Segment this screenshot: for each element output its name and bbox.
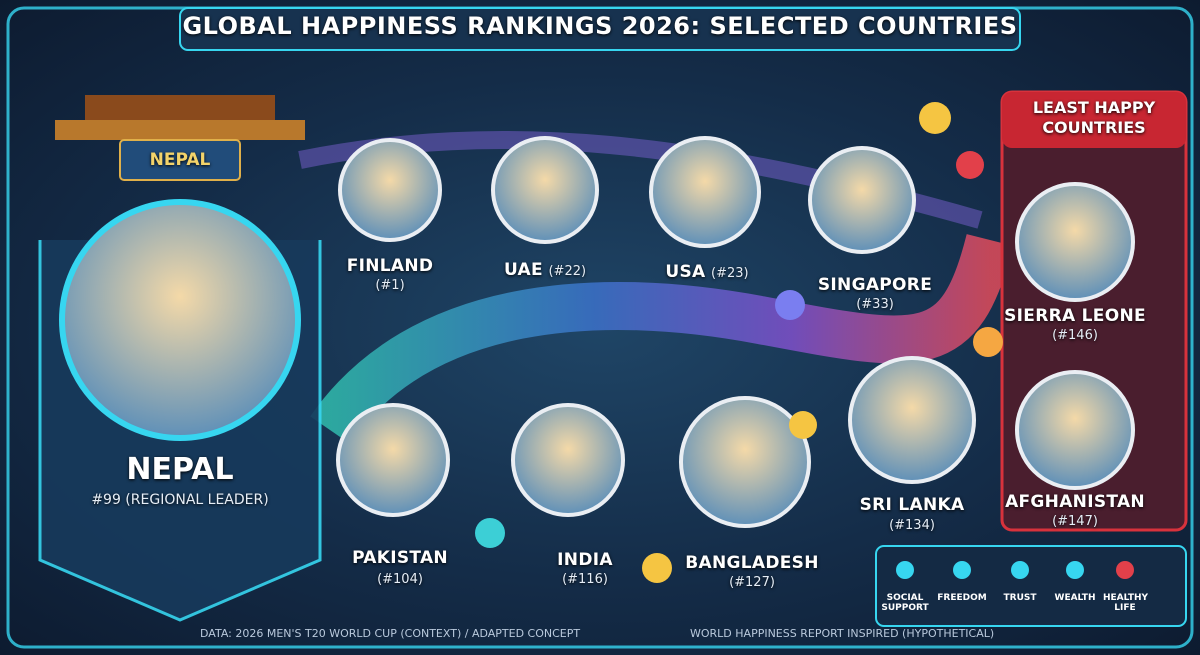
country-rank: (#23): [711, 266, 749, 281]
footer-left: DATA: 2026 MEN'S T20 WORLD CUP (CONTEXT)…: [200, 627, 581, 640]
featured-rank: #99 (REGIONAL LEADER): [91, 492, 269, 508]
country-rank: (#104): [377, 572, 423, 587]
country-name: INDIA: [557, 550, 613, 570]
featured-name: NEPAL: [126, 452, 234, 487]
country-rank: (#116): [562, 572, 608, 587]
country-rank: (#147): [1052, 514, 1098, 529]
country-name: SIERRA LEONE: [1004, 306, 1146, 326]
country-rank: (#33): [856, 297, 894, 312]
country-rank: (#146): [1052, 328, 1098, 343]
title: GLOBAL HAPPINESS RANKINGS 2026: SELECTED…: [182, 12, 1018, 40]
country-name: UAE: [503, 260, 543, 280]
legend-item: WEALTH: [1054, 593, 1096, 603]
country-label: USA (#23): [665, 262, 748, 282]
country-rank: (#134): [889, 518, 935, 533]
country-rank: (#22): [548, 264, 587, 279]
country-rank: (#1): [375, 278, 405, 293]
footer-right: WORLD HAPPINESS REPORT INSPIRED (HYPOTHE…: [690, 627, 995, 640]
country-rank: (#127): [729, 575, 775, 590]
gate-banner: NEPAL: [149, 150, 211, 170]
legend-item: FREEDOM: [937, 593, 987, 603]
country-name: SRI LANKA: [859, 495, 965, 515]
least-happy-title: LEAST HAPPY COUNTRIES: [1032, 98, 1156, 137]
legend-item: HEALTHY LIFE: [1103, 593, 1149, 613]
country-name: PAKISTAN: [352, 548, 448, 568]
country-name: FINLAND: [346, 256, 434, 276]
legend-item: TRUST: [1003, 593, 1037, 603]
country-label: UAE (#22): [504, 260, 586, 280]
country-name: AFGHANISTAN: [1005, 492, 1145, 512]
country-name: USA: [665, 262, 706, 282]
country-name: SINGAPORE: [817, 275, 933, 295]
legend-item: SOCIAL SUPPORT: [881, 593, 929, 613]
country-name: BANGLADESH: [685, 553, 819, 573]
